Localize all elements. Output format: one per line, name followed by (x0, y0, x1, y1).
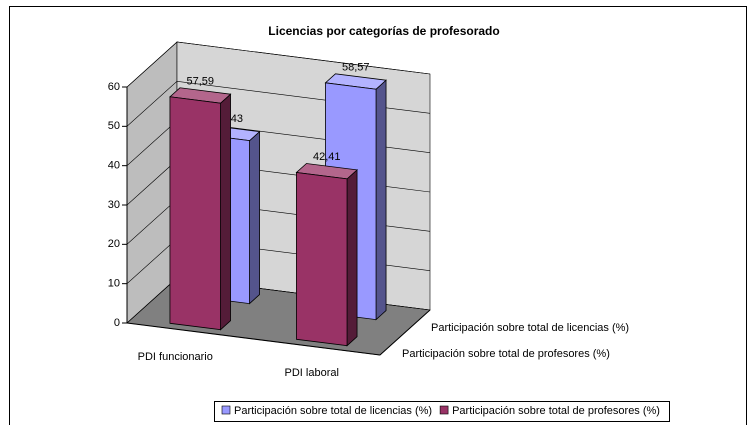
depth-tick-label: Participación sobre total de profesores … (402, 348, 610, 360)
depth-axis (379, 309, 431, 356)
plot-area: 0 10 20 30 40 50 60 PDI funcionario PDI laboral 4… (108, 41, 629, 379)
bar-side (249, 130, 260, 305)
data-label: 58,57 (342, 61, 370, 73)
bar-side (220, 93, 231, 331)
x-tick-label: PDI funcionario (138, 351, 213, 363)
y-tick-label: 10 (108, 278, 120, 290)
bar-side (346, 168, 358, 347)
y-tick-label: 60 (108, 81, 120, 93)
legend-swatch (439, 405, 449, 415)
depth-tick-label: Participación sobre total de licencias (… (431, 322, 629, 334)
y-tick-label: 30 (108, 199, 120, 211)
x-tick-label: PDI laboral (285, 367, 339, 379)
y-tick-label: 0 (114, 317, 120, 329)
grid-line (126, 41, 431, 88)
bar (295, 163, 358, 347)
legend-label: Participación sobre total de licencias (… (234, 405, 432, 417)
x-axis (126, 322, 381, 356)
legend-swatch (221, 405, 231, 415)
bar-front (169, 96, 221, 331)
data-label: 57,59 (186, 75, 214, 87)
chart-title: Licencias por categorías de profesorado (268, 24, 499, 38)
legend-label: Participación sobre total de profesores … (452, 405, 660, 417)
y-tick-label: 50 (108, 120, 120, 132)
data-label: 42,41 (313, 151, 341, 163)
y-tick-label: 20 (108, 238, 120, 250)
bar-front (296, 172, 348, 347)
bar-side (375, 79, 387, 321)
y-tick-label: 40 (108, 160, 120, 172)
bar (169, 87, 232, 331)
legend-items: Participación sobre total de licencias (… (221, 405, 660, 417)
